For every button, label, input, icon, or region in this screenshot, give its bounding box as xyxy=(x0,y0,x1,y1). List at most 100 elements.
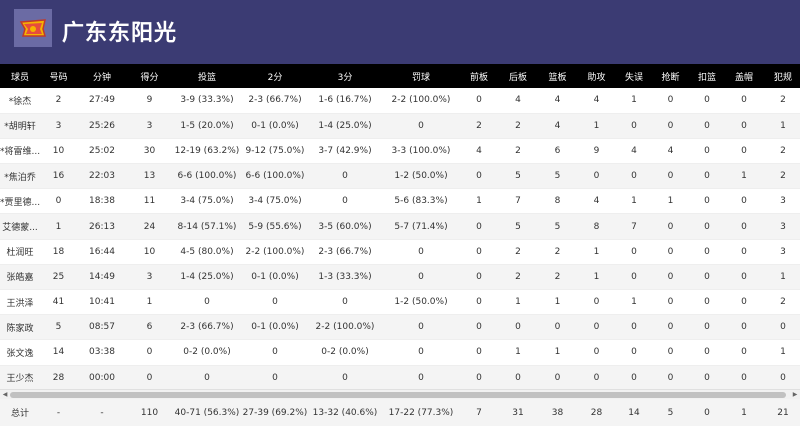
stat-cell: 0 xyxy=(725,88,763,114)
stat-cell: 2 xyxy=(763,138,800,165)
stat-cell: 16:44 xyxy=(77,239,127,265)
stat-cell: 9 xyxy=(127,88,172,114)
stat-cell: 2 xyxy=(498,113,538,139)
totals-cell: - xyxy=(56,407,61,418)
stat-cell: 5 xyxy=(538,163,577,190)
stat-cell: 08:57 xyxy=(77,314,127,341)
player-name-cell: 艾德蒙... xyxy=(0,213,40,240)
stat-cell: 0 xyxy=(308,163,382,190)
table-row[interactable]: *焦泊乔 16 22:03 13 6-6 (100.0%) 6-6 (100.0%) 0 1-… xyxy=(0,163,800,190)
table-row[interactable]: *将雷维... 10 25:02 30 12-19 (63.2%) 9-12 (75.0%… xyxy=(0,138,800,165)
stat-cell: 0 xyxy=(616,113,652,139)
table-row[interactable]: 杜润旺 18 16:44 10 4-5 (80.0%) 2-2 (100.0%) 2-3 (… xyxy=(0,239,800,265)
stat-cell: 0 xyxy=(460,163,498,190)
stat-cell: 0 xyxy=(172,365,242,391)
stat-cell: 8 xyxy=(577,213,616,240)
stat-cell: 0-2 (0.0%) xyxy=(308,339,382,366)
column-header: 分钟 xyxy=(92,72,111,83)
stat-cell: 0 xyxy=(460,314,498,341)
stat-cell: 1 xyxy=(577,264,616,291)
stat-cell: 8-14 (57.1%) xyxy=(172,213,242,240)
player-name-cell: *焦泊乔 xyxy=(0,163,40,190)
stat-cell: 8 xyxy=(538,188,577,215)
stat-cell: 5-9 (55.6%) xyxy=(242,213,308,240)
stat-cell: 14:49 xyxy=(77,264,127,291)
stat-cell: 0 xyxy=(652,163,689,190)
totals-cell: 17-22 (77.3%) xyxy=(388,407,454,418)
column-header: 盖帽 xyxy=(734,72,753,83)
stat-cell: 4 xyxy=(577,188,616,215)
column-header: 3分 xyxy=(337,72,353,83)
column-header: 助攻 xyxy=(587,72,606,83)
stat-cell: 2-2 (100.0%) xyxy=(382,88,460,114)
stat-cell: 26:13 xyxy=(77,213,127,240)
stat-cell: 0-2 (0.0%) xyxy=(172,339,242,366)
scroll-right-arrow-icon[interactable]: ▶ xyxy=(792,391,798,398)
table-row[interactable]: 艾德蒙... 1 26:13 24 8-14 (57.1%) 5-9 (55.6%) 3-5… xyxy=(0,213,800,240)
stat-cell: 4-5 (80.0%) xyxy=(172,239,242,265)
stat-cell: 18 xyxy=(40,239,77,265)
scroll-thumb[interactable] xyxy=(10,392,786,398)
totals-cell: 28 xyxy=(590,407,603,418)
stat-cell: 0 xyxy=(652,213,689,240)
stat-cell: 0 xyxy=(725,365,763,391)
stat-cell: 6-6 (100.0%) xyxy=(172,163,242,190)
player-name-cell: 杜润旺 xyxy=(0,239,40,265)
table-row[interactable]: *徐杰 2 27:49 9 3-9 (33.3%) 2-3 (66.7%) 1-6 (16.… xyxy=(0,88,800,114)
stat-cell: 0 xyxy=(725,188,763,215)
table-row[interactable]: 张文逸 14 03:38 0 0-2 (0.0%) 0 0-2 (0.0%) 0 0 1 1 0 0 0 0… xyxy=(0,339,800,366)
stat-cell: 12-19 (63.2%) xyxy=(172,138,242,165)
stat-cell: 0 xyxy=(242,289,308,316)
stat-cell: 0 xyxy=(616,264,652,291)
column-header: 犯规 xyxy=(773,72,792,83)
stat-cell: 2 xyxy=(763,289,800,316)
stat-cell: 2 xyxy=(538,239,577,265)
horizontal-scrollbar[interactable]: ◀ ▶ xyxy=(0,389,800,399)
stat-cell: 1 xyxy=(40,213,77,240)
totals-cell: 38 xyxy=(551,407,564,418)
table-row[interactable]: *贾里德... 0 18:38 11 3-4 (75.0%) 3-4 (75.0%) 0 5-… xyxy=(0,188,800,215)
column-header: 后板 xyxy=(508,72,527,83)
player-name-cell: *将雷维... xyxy=(0,138,40,165)
stat-cell: 0 xyxy=(689,314,725,341)
stat-cell: 6-6 (100.0%) xyxy=(242,163,308,190)
box-score-table-container[interactable]: 球员 号码 分钟 得分 投篮 2分 3分 罚球 前板 后板 篮板 助攻 失误 抢断 扣篮 盖帽 犯规 *徐杰 2 2… xyxy=(0,64,800,426)
column-header: 前板 xyxy=(469,72,488,83)
stat-cell: 0 xyxy=(652,289,689,316)
stat-cell: 0 xyxy=(460,289,498,316)
table-row[interactable]: 张皓嘉 25 14:49 3 1-4 (25.0%) 0-1 (0.0%) 1-3 (33.… xyxy=(0,264,800,291)
stat-cell: 0 xyxy=(725,339,763,366)
stat-cell: 2 xyxy=(498,239,538,265)
stat-cell: 1 xyxy=(763,113,800,139)
stat-cell: 0 xyxy=(616,339,652,366)
stat-cell: 1 xyxy=(538,339,577,366)
stat-cell: 0 xyxy=(577,163,616,190)
stat-cell: 2-2 (100.0%) xyxy=(308,314,382,341)
stat-cell: 2 xyxy=(763,88,800,114)
column-header: 球员 xyxy=(10,72,29,83)
player-name-cell: 王洪泽 xyxy=(0,289,40,316)
stat-cell: 0 xyxy=(577,365,616,391)
stat-cell: 0 xyxy=(616,239,652,265)
table-row[interactable]: 王洪泽 41 10:41 1 0 0 0 1-2 (50.0%) 0 1 1 0 1 0 0 0 2 xyxy=(0,289,800,316)
stat-cell: 1 xyxy=(538,289,577,316)
scroll-left-arrow-icon[interactable]: ◀ xyxy=(2,391,8,398)
stat-cell: 0 xyxy=(382,339,460,366)
stat-cell: 0 xyxy=(577,314,616,341)
player-name-cell: 王少杰 xyxy=(0,365,40,391)
table-row[interactable]: 王少杰 28 00:00 0 0 0 0 0 0 0 0 0 0 0 0 0 0 xyxy=(0,365,800,391)
stat-cell: 10:41 xyxy=(77,289,127,316)
stat-cell: 2 xyxy=(40,88,77,114)
stat-cell: 3 xyxy=(40,113,77,139)
totals-cell: 110 xyxy=(140,407,159,418)
stat-cell: 1 xyxy=(763,339,800,366)
stat-cell: 0 xyxy=(689,188,725,215)
table-row[interactable]: *胡明轩 3 25:26 3 1-5 (20.0%) 0-1 (0.0%) 1-4 (25.… xyxy=(0,113,800,139)
table-row[interactable]: 陈家政 5 08:57 6 2-3 (66.7%) 0-1 (0.0%) 2-2 (100.… xyxy=(0,314,800,341)
stat-cell: 25:02 xyxy=(77,138,127,165)
stat-cell: 1-2 (50.0%) xyxy=(382,163,460,190)
stat-cell: 3-4 (75.0%) xyxy=(242,188,308,215)
stat-cell: 2 xyxy=(538,264,577,291)
stat-cell: 4 xyxy=(652,138,689,165)
stat-cell: 0 xyxy=(40,188,77,215)
